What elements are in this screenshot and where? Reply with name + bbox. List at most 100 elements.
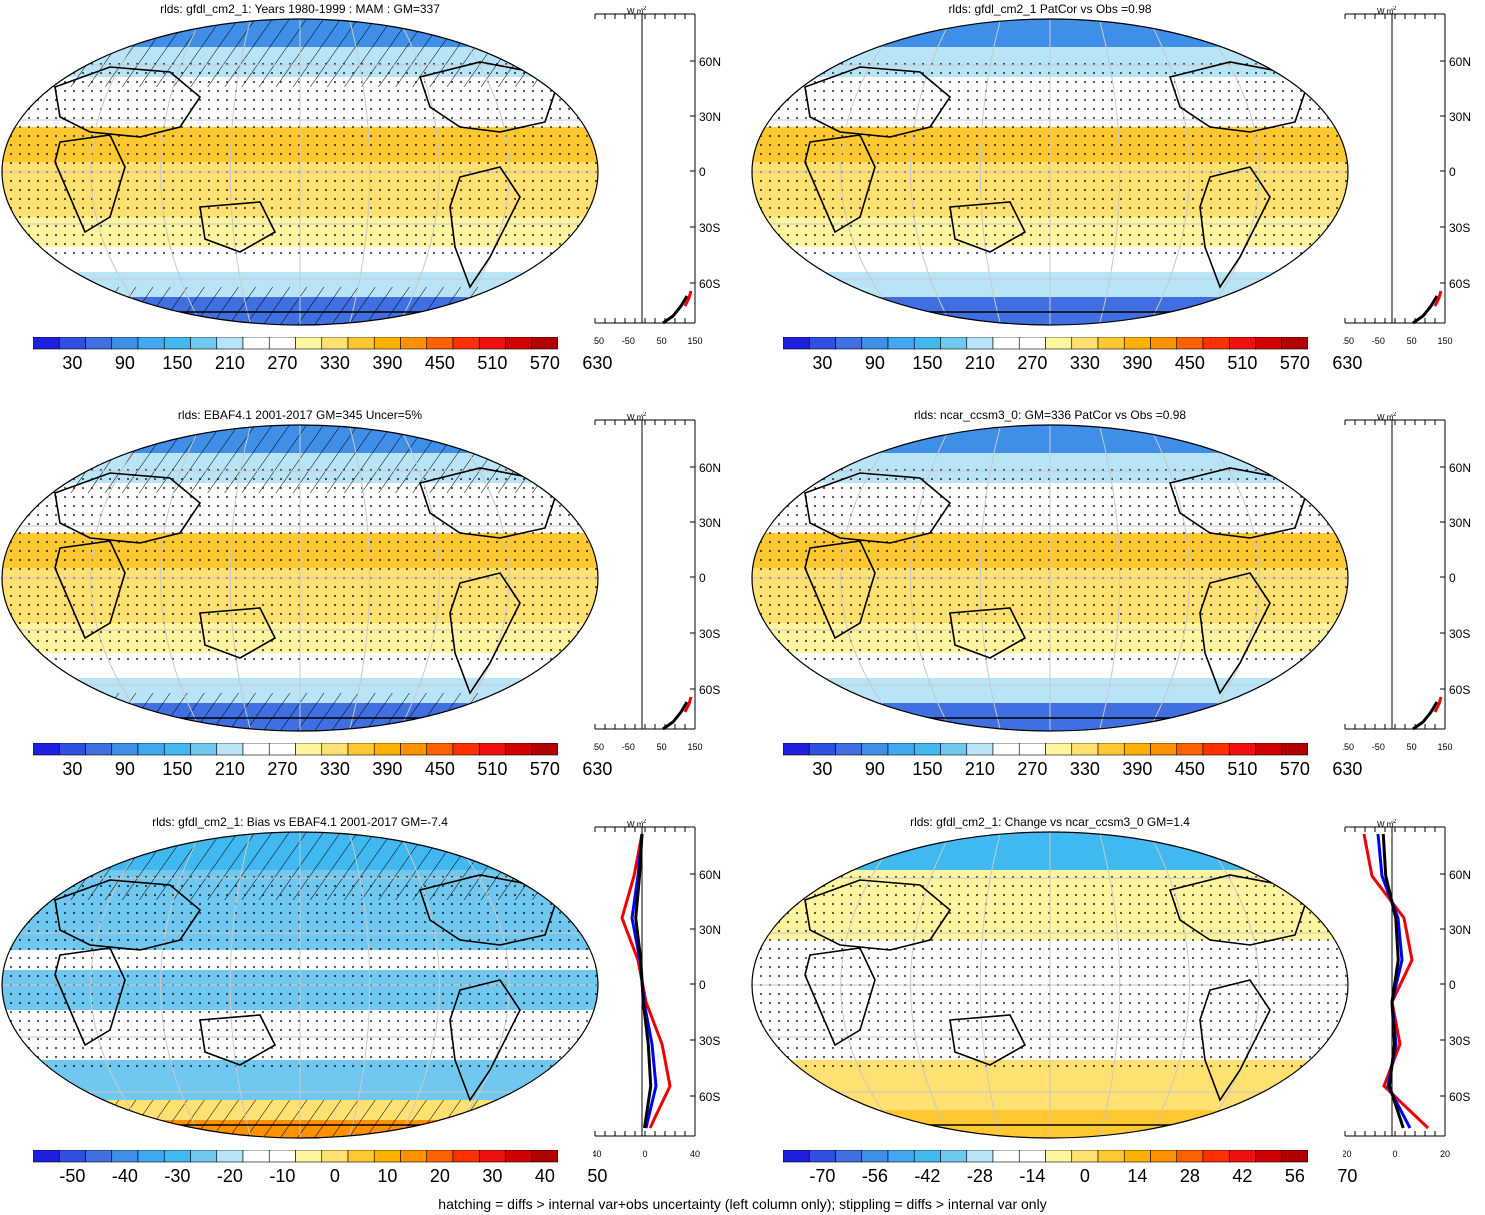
colorbar-label: -40 [111, 1166, 138, 1186]
profile-tick-label: -50 [1372, 336, 1385, 346]
panel-title: rlds: gfdl_cm2_1: Years 1980-1999 : MAM … [160, 2, 440, 16]
colorbar-label: 210 [214, 759, 245, 779]
colorbar-label: 510 [1227, 759, 1258, 779]
coastline [949, 607, 1027, 659]
svg-text:-2: -2 [1391, 6, 1397, 12]
colorbar-label: -30 [164, 1166, 191, 1186]
svg-text:-2: -2 [641, 412, 647, 418]
colorbar-label: 450 [424, 759, 455, 779]
colorbar-label: 510 [477, 353, 508, 373]
colorbar-label: 210 [214, 353, 245, 373]
latitude-label: 0 [1449, 978, 1456, 992]
coastline [418, 61, 562, 133]
profile-tick-label: -40 [593, 1149, 602, 1159]
units-label: W m [627, 413, 644, 422]
latitude-label: 60N [699, 461, 721, 475]
colorbar-label: 210 [964, 759, 995, 779]
colorbar [783, 743, 1308, 756]
latitude-label: 0 [699, 165, 706, 179]
colorbar-label: 510 [1227, 353, 1258, 373]
latitude-label: 60S [699, 277, 720, 291]
coastline [1168, 467, 1312, 539]
profile-tick-label: -20 [1343, 1149, 1352, 1159]
colorbar-label: 450 [1174, 353, 1205, 373]
zonal-profile: W m-2 60N 30N 0 30S 60S -150 -50 50 150 [593, 412, 721, 752]
colorbar-label: -56 [861, 1166, 888, 1186]
profile-tick-label: 0 [642, 1149, 647, 1159]
profile-tick-label: 0 [1392, 1149, 1397, 1159]
colorbar-label: 510 [477, 759, 508, 779]
latitude-label: 0 [1449, 571, 1456, 585]
profile-tick-label: 150 [687, 336, 702, 346]
colorbar-label: 30 [812, 353, 833, 373]
coastline [449, 572, 521, 695]
profile-tick-label: -150 [593, 336, 604, 346]
latitude-label: 60S [699, 1090, 720, 1104]
colorbar-label: 330 [1069, 759, 1100, 779]
colorbar-label: 10 [377, 1166, 398, 1186]
colorbar [33, 1150, 558, 1163]
latitude-label: 30S [699, 221, 720, 235]
world-map [751, 18, 1349, 326]
units-label: W m [1377, 820, 1394, 829]
panel-title: rlds: ncar_ccsm3_0: GM=336 PatCor vs Obs… [913, 408, 1187, 422]
latitude-label: 30N [699, 923, 721, 937]
colorbar-label: -28 [966, 1166, 993, 1186]
colorbar-label: 150 [162, 759, 193, 779]
coastline [418, 467, 562, 539]
coastline [449, 979, 521, 1102]
latitude-label: 60N [1449, 868, 1471, 882]
colorbar-label: 50 [587, 1166, 608, 1186]
colorbar-label: 390 [372, 759, 403, 779]
colorbar-label: 14 [1127, 1166, 1148, 1186]
latitude-label: 0 [699, 571, 706, 585]
units-label: W m [627, 820, 644, 829]
zonal-profile: W m-2 60N 30N 0 30S 60S -40 0 40 [593, 819, 721, 1159]
colorbar-label: 30 [812, 759, 833, 779]
colorbar-label: 70 [1337, 1166, 1358, 1186]
latitude-label: 30S [699, 627, 720, 641]
coastline [199, 607, 277, 659]
colorbar-label: 270 [267, 353, 298, 373]
svg-text:-2: -2 [1391, 412, 1397, 418]
colorbar-label: 270 [1017, 353, 1048, 373]
latitude-label: 0 [1449, 165, 1456, 179]
panel-title: rlds: EBAF4.1 2001-2017 GM=345 Uncer=5% [177, 408, 423, 422]
colorbar-label: 0 [1079, 1166, 1090, 1186]
colorbar-label: 40 [534, 1166, 555, 1186]
colorbar-label: 630 [1332, 759, 1363, 779]
colorbar-label: 270 [1017, 759, 1048, 779]
units-label: W m [627, 7, 644, 16]
coastline [54, 879, 202, 951]
panel-title: rlds: gfdl_cm2_1: Change vs ncar_ccsm3_0… [910, 815, 1190, 829]
panel-title: rlds: gfdl_cm2_1 PatCor vs Obs =0.98 [948, 2, 1152, 16]
profile-tick-label: -50 [1372, 742, 1385, 752]
coastline [54, 540, 126, 640]
coastline [54, 66, 202, 138]
coastline [54, 472, 202, 544]
colorbar-label: 270 [267, 759, 298, 779]
profile-tick-label: 40 [690, 1149, 700, 1159]
latitude-label: 30N [1449, 110, 1471, 124]
profile-tick-label: -50 [622, 336, 635, 346]
colorbar-label: 150 [912, 759, 943, 779]
colorbar [783, 337, 1308, 350]
profile-tick-label: 50 [1407, 336, 1417, 346]
profile-tick-label: 150 [1437, 742, 1452, 752]
coastline [54, 947, 126, 1047]
colorbar-label: 20 [429, 1166, 450, 1186]
colorbar-label: 390 [372, 353, 403, 373]
colorbar-label: 630 [582, 759, 613, 779]
latitude-label: 0 [699, 978, 706, 992]
world-map [1, 424, 599, 732]
colorbar-label: 330 [319, 353, 350, 373]
colorbar-label: 28 [1179, 1166, 1200, 1186]
coastline [1199, 979, 1271, 1102]
profile-tick-label: 50 [1407, 742, 1417, 752]
footnote: hatching = diffs > internal var+obs unce… [438, 1196, 1047, 1212]
colorbar-label: 630 [582, 353, 613, 373]
latitude-label: 30N [1449, 923, 1471, 937]
units-label: W m [1377, 7, 1394, 16]
coastline [1168, 874, 1312, 946]
colorbar-label: 210 [964, 353, 995, 373]
